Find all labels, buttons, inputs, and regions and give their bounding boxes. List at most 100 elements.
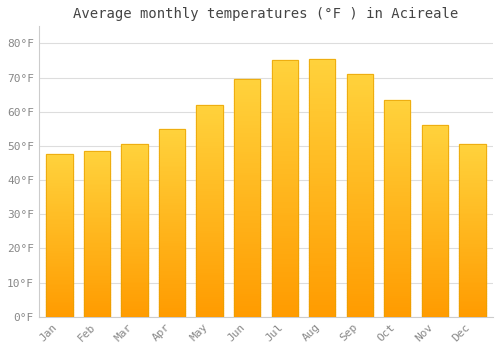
Bar xyxy=(46,302,72,304)
Bar xyxy=(384,273,410,275)
Bar xyxy=(122,253,148,255)
Bar xyxy=(159,234,185,236)
Bar xyxy=(122,303,148,305)
Bar xyxy=(272,61,298,317)
Bar xyxy=(384,174,410,176)
Bar xyxy=(384,117,410,119)
Bar xyxy=(196,145,223,147)
Bar xyxy=(272,160,298,163)
Bar xyxy=(46,275,72,276)
Bar xyxy=(122,265,148,267)
Bar xyxy=(46,158,72,159)
Bar xyxy=(159,260,185,262)
Bar xyxy=(346,161,373,164)
Bar xyxy=(422,305,448,307)
Bar xyxy=(460,255,485,257)
Bar xyxy=(422,125,448,317)
Bar xyxy=(422,208,448,210)
Bar xyxy=(422,164,448,166)
Bar xyxy=(422,227,448,229)
Bar xyxy=(122,267,148,268)
Bar xyxy=(46,232,72,234)
Bar xyxy=(122,184,148,186)
Bar xyxy=(272,171,298,173)
Bar xyxy=(422,252,448,254)
Bar xyxy=(234,89,260,91)
Bar xyxy=(122,225,148,227)
Bar xyxy=(234,314,260,317)
Bar xyxy=(460,265,485,267)
Bar xyxy=(159,290,185,292)
Bar xyxy=(159,204,185,206)
Bar xyxy=(309,296,336,299)
Bar xyxy=(159,294,185,296)
Bar xyxy=(159,244,185,245)
Bar xyxy=(46,284,72,286)
Bar xyxy=(346,116,373,118)
Bar xyxy=(46,190,72,192)
Bar xyxy=(234,219,260,222)
Bar xyxy=(346,239,373,241)
Bar xyxy=(84,280,110,282)
Bar xyxy=(346,82,373,84)
Bar xyxy=(122,313,148,315)
Bar xyxy=(309,126,336,128)
Bar xyxy=(159,138,185,140)
Bar xyxy=(384,141,410,143)
Bar xyxy=(84,290,110,292)
Bar xyxy=(460,305,485,307)
Bar xyxy=(422,256,448,258)
Bar xyxy=(234,224,260,226)
Bar xyxy=(272,299,298,301)
Bar xyxy=(309,177,336,180)
Bar xyxy=(272,219,298,222)
Bar xyxy=(122,144,148,317)
Bar xyxy=(46,248,72,250)
Bar xyxy=(422,143,448,145)
Bar xyxy=(460,156,485,158)
Bar xyxy=(384,145,410,147)
Bar xyxy=(422,181,448,183)
Bar xyxy=(46,268,72,270)
Bar xyxy=(196,294,223,296)
Bar xyxy=(272,281,298,284)
Bar xyxy=(346,251,373,254)
Bar xyxy=(234,312,260,314)
Bar xyxy=(460,239,485,241)
Bar xyxy=(46,261,72,263)
Bar xyxy=(422,219,448,221)
Bar xyxy=(422,244,448,246)
Bar xyxy=(460,308,485,310)
Bar xyxy=(122,194,148,196)
Bar xyxy=(272,65,298,68)
Bar xyxy=(460,227,485,229)
Bar xyxy=(384,300,410,302)
Bar xyxy=(84,229,110,231)
Bar xyxy=(346,122,373,125)
Bar xyxy=(346,108,373,111)
Bar xyxy=(460,193,485,194)
Bar xyxy=(460,312,485,313)
Bar xyxy=(196,224,223,226)
Bar xyxy=(272,266,298,268)
Bar xyxy=(272,183,298,186)
Bar xyxy=(196,289,223,291)
Bar xyxy=(122,307,148,308)
Bar xyxy=(346,106,373,108)
Bar xyxy=(309,281,336,283)
Bar xyxy=(159,146,185,148)
Bar xyxy=(422,185,448,187)
Bar xyxy=(272,301,298,304)
Bar xyxy=(346,142,373,145)
Bar xyxy=(159,181,185,183)
Bar xyxy=(309,136,336,139)
Bar xyxy=(384,193,410,195)
Bar xyxy=(272,276,298,278)
Bar xyxy=(46,182,72,184)
Bar xyxy=(234,79,260,317)
Bar xyxy=(159,275,185,277)
Bar xyxy=(272,258,298,260)
Bar xyxy=(84,208,110,209)
Bar xyxy=(309,185,336,188)
Bar xyxy=(196,202,223,204)
